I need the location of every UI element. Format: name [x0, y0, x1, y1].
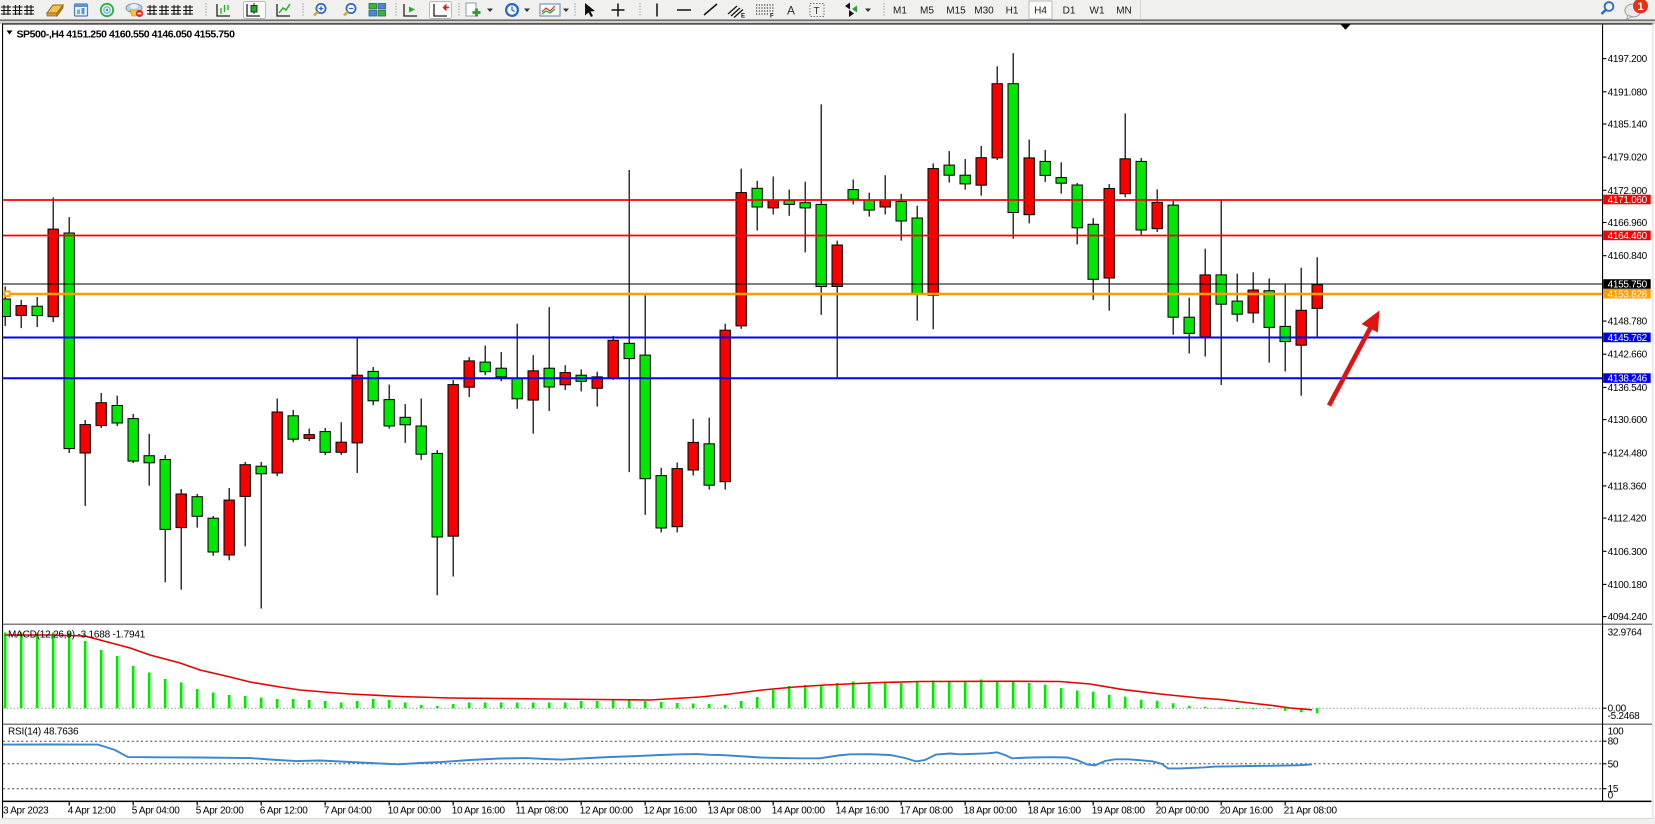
svg-text:4148.780: 4148.780	[1608, 317, 1648, 328]
svg-text:4112.420: 4112.420	[1608, 514, 1647, 525]
svg-text:80: 80	[1608, 737, 1619, 748]
svg-text:4171.060: 4171.060	[1608, 195, 1648, 206]
svg-text:0: 0	[1608, 790, 1614, 801]
svg-text:12 Apr 16:00: 12 Apr 16:00	[644, 806, 698, 817]
svg-text:4166.960: 4166.960	[1608, 218, 1648, 229]
svg-text:3 Apr 2023: 3 Apr 2023	[3, 806, 49, 817]
svg-text:21 Apr 08:00: 21 Apr 08:00	[1284, 806, 1338, 817]
svg-text:M5: M5	[920, 6, 934, 17]
svg-text:RSI(14) 48.7636: RSI(14) 48.7636	[8, 727, 79, 738]
svg-text:D1: D1	[1063, 6, 1076, 17]
svg-text:A: A	[787, 4, 795, 18]
svg-text:MN: MN	[1116, 6, 1132, 17]
svg-text:4138.246: 4138.246	[1608, 374, 1648, 385]
svg-text:MACD(12,26,9) -3.1688 -1.7941: MACD(12,26,9) -3.1688 -1.7941	[8, 630, 146, 641]
svg-text:4155.750: 4155.750	[1608, 280, 1648, 291]
svg-text:7 Apr 04:00: 7 Apr 04:00	[324, 806, 373, 817]
svg-text:4197.200: 4197.200	[1608, 54, 1648, 65]
svg-text:4172.900: 4172.900	[1608, 186, 1648, 197]
svg-text:SP500-,H4 4151.250 4160.550 4: SP500-,H4 4151.250 4160.550 4146.050 415…	[17, 29, 236, 41]
svg-text:5 Apr 20:00: 5 Apr 20:00	[196, 806, 245, 817]
svg-text:18 Apr 16:00: 18 Apr 16:00	[1028, 806, 1082, 817]
svg-text:4 Apr 12:00: 4 Apr 12:00	[68, 806, 117, 817]
svg-text:4106.300: 4106.300	[1608, 547, 1648, 558]
svg-text:4100.180: 4100.180	[1608, 580, 1648, 591]
svg-text:4160.840: 4160.840	[1608, 251, 1648, 262]
svg-text:10 Apr 00:00: 10 Apr 00:00	[388, 806, 442, 817]
svg-text:6 Apr 12:00: 6 Apr 12:00	[260, 806, 309, 817]
svg-text:-5.2468: -5.2468	[1608, 711, 1641, 722]
svg-text:17 Apr 08:00: 17 Apr 08:00	[900, 806, 954, 817]
svg-text:4142.660: 4142.660	[1608, 350, 1648, 361]
svg-text:E: E	[741, 14, 745, 20]
svg-text:50: 50	[1608, 759, 1619, 770]
svg-text:10 Apr 16:00: 10 Apr 16:00	[452, 806, 506, 817]
svg-text:4136.540: 4136.540	[1608, 383, 1648, 394]
svg-text:11 Apr 08:00: 11 Apr 08:00	[516, 806, 569, 817]
svg-text:13 Apr 08:00: 13 Apr 08:00	[708, 806, 762, 817]
svg-text:F: F	[770, 14, 774, 20]
svg-text:20 Apr 00:00: 20 Apr 00:00	[1156, 806, 1210, 817]
svg-text:T: T	[814, 6, 820, 17]
svg-text:14 Apr 16:00: 14 Apr 16:00	[836, 806, 890, 817]
svg-text:4164.460: 4164.460	[1608, 231, 1648, 242]
svg-text:W1: W1	[1090, 6, 1105, 17]
svg-text:4124.480: 4124.480	[1608, 448, 1648, 459]
svg-text:100: 100	[1608, 726, 1625, 737]
svg-text:4185.140: 4185.140	[1608, 120, 1648, 131]
svg-text:H1: H1	[1006, 6, 1019, 17]
svg-text:15: 15	[1608, 784, 1619, 795]
svg-text:4153.828: 4153.828	[1608, 289, 1648, 300]
svg-text:H4: H4	[1034, 6, 1047, 17]
svg-text:18 Apr 00:00: 18 Apr 00:00	[964, 806, 1018, 817]
svg-text:4179.020: 4179.020	[1608, 153, 1648, 164]
svg-text:4130.600: 4130.600	[1608, 415, 1648, 426]
svg-text:0.00: 0.00	[1608, 704, 1627, 715]
svg-text:M15: M15	[946, 6, 966, 17]
svg-text:1: 1	[1637, 1, 1643, 13]
svg-text:4191.080: 4191.080	[1608, 87, 1648, 98]
svg-text:4145.762: 4145.762	[1608, 333, 1648, 344]
svg-text:20 Apr 16:00: 20 Apr 16:00	[1220, 806, 1274, 817]
svg-text:14 Apr 00:00: 14 Apr 00:00	[772, 806, 826, 817]
svg-text:12 Apr 00:00: 12 Apr 00:00	[580, 806, 634, 817]
svg-text:4094.240: 4094.240	[1608, 612, 1648, 623]
svg-text:M30: M30	[974, 6, 994, 17]
svg-text:19 Apr 08:00: 19 Apr 08:00	[1092, 806, 1146, 817]
svg-text:4118.360: 4118.360	[1608, 481, 1647, 492]
svg-text:5 Apr 04:00: 5 Apr 04:00	[132, 806, 181, 817]
svg-text:32.9764: 32.9764	[1608, 628, 1643, 639]
svg-text:M1: M1	[893, 6, 907, 17]
